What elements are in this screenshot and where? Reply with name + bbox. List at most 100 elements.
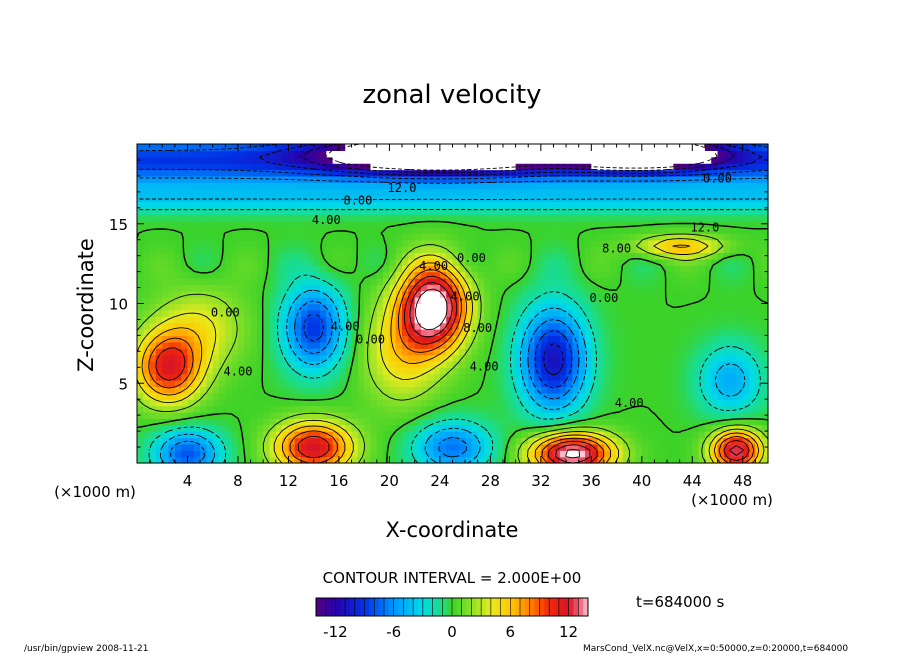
heatmap-cell [301, 290, 308, 298]
heatmap-cell [332, 258, 340, 266]
heatmap-cell [275, 392, 283, 400]
heatmap-cell [427, 144, 435, 151]
heatmap-cell [704, 207, 712, 215]
heatmap-cell [692, 188, 700, 196]
heatmap-cell [553, 175, 561, 183]
heatmap-cell [692, 214, 700, 222]
heatmap-cell [383, 373, 390, 381]
heatmap-cell [376, 188, 384, 196]
heatmap-cell [761, 322, 769, 330]
heatmap-cell [149, 239, 157, 247]
heatmap-cell [294, 277, 302, 285]
heatmap-cell [364, 207, 372, 215]
heatmap-cell [414, 329, 422, 336]
heatmap-cell [231, 450, 239, 458]
heatmap-cell [301, 277, 308, 285]
heatmap-cell [225, 450, 233, 458]
heatmap-cell [288, 226, 296, 234]
heatmap-cell [162, 424, 170, 432]
heatmap-cell [187, 214, 195, 222]
heatmap-cell [345, 201, 353, 209]
heatmap-cell [332, 411, 340, 419]
heatmap-cell [603, 322, 611, 330]
heatmap-cell [648, 195, 656, 203]
heatmap-cell [540, 405, 548, 413]
heatmap-cell [730, 144, 738, 151]
heatmap-cell [667, 431, 674, 439]
heatmap-cell [143, 233, 151, 241]
heatmap-cell [275, 246, 283, 254]
heatmap-cell [319, 163, 327, 171]
heatmap-cell [383, 220, 390, 228]
heatmap-cell [408, 150, 416, 158]
heatmap-cell [357, 188, 365, 196]
heatmap-cell [143, 214, 151, 222]
heatmap-cell [212, 258, 220, 266]
heatmap-cell [509, 271, 517, 279]
heatmap-cell [540, 373, 548, 381]
heatmap-cell [345, 309, 353, 317]
heatmap-cell [439, 265, 447, 273]
heatmap-cell [174, 239, 182, 247]
heatmap-cell [723, 303, 731, 311]
heatmap-cell [761, 277, 769, 285]
heatmap-cell [420, 207, 428, 215]
heatmap-cell [269, 399, 277, 407]
heatmap-cell [572, 316, 580, 324]
heatmap-cell [616, 431, 624, 439]
heatmap-cell [219, 182, 226, 190]
heatmap-cell [256, 220, 264, 228]
heatmap-cell [256, 290, 264, 298]
heatmap-cell [370, 233, 378, 241]
heatmap-cell [685, 431, 693, 439]
heatmap-cell [313, 335, 321, 343]
heatmap-cell [433, 226, 441, 234]
heatmap-cell [597, 201, 605, 209]
heatmap-cell [553, 214, 561, 222]
heatmap-cell [698, 144, 706, 151]
heatmap-cell [528, 303, 536, 311]
heatmap-cell [704, 437, 712, 445]
heatmap-cell [585, 392, 592, 400]
heatmap-cell [301, 163, 308, 171]
heatmap-cell [749, 156, 756, 164]
heatmap-cell [288, 380, 296, 388]
heatmap-cell [502, 380, 510, 388]
heatmap-cell [168, 360, 176, 368]
heatmap-cell [420, 220, 428, 228]
heatmap-cell [528, 322, 536, 330]
heatmap-cell [660, 322, 668, 330]
heatmap-cell [193, 226, 201, 234]
heatmap-cell [679, 316, 687, 324]
heatmap-cell [566, 144, 573, 151]
heatmap-cell [515, 335, 523, 343]
heatmap-cell [162, 201, 170, 209]
heatmap-cell [496, 220, 504, 228]
heatmap-cell [692, 169, 700, 177]
heatmap-cell [357, 456, 365, 464]
heatmap-cell [244, 450, 252, 458]
heatmap-cell [206, 399, 214, 407]
heatmap-cell [269, 265, 277, 273]
heatmap-cell [282, 316, 290, 324]
heatmap-cell [578, 246, 586, 254]
heatmap-cell [414, 214, 422, 222]
heatmap-cell [641, 386, 649, 394]
heatmap-cell [250, 303, 258, 311]
heatmap-cell [742, 405, 750, 413]
heatmap-cell [301, 450, 308, 458]
heatmap-cell [585, 271, 592, 279]
heatmap-cell [667, 188, 674, 196]
heatmap-cell [521, 450, 529, 458]
heatmap-cell [275, 297, 283, 305]
heatmap-cell [711, 456, 719, 464]
heatmap-cell [212, 309, 220, 317]
heatmap-cell [547, 239, 555, 247]
heatmap-cell [402, 424, 409, 432]
heatmap-cell [313, 373, 321, 381]
heatmap-cell [319, 341, 327, 349]
heatmap-cell [427, 418, 435, 426]
heatmap-cell [200, 297, 208, 305]
heatmap-cell [439, 239, 447, 247]
heatmap-cell [275, 303, 283, 311]
